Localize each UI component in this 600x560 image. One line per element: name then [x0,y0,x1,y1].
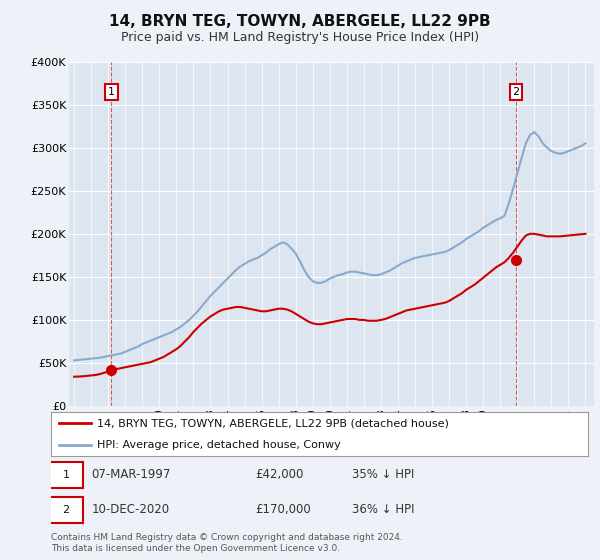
Text: 10-DEC-2020: 10-DEC-2020 [91,503,169,516]
Text: 14, BRYN TEG, TOWYN, ABERGELE, LL22 9PB (detached house): 14, BRYN TEG, TOWYN, ABERGELE, LL22 9PB … [97,418,449,428]
Text: 14, BRYN TEG, TOWYN, ABERGELE, LL22 9PB: 14, BRYN TEG, TOWYN, ABERGELE, LL22 9PB [109,14,491,29]
Text: Price paid vs. HM Land Registry's House Price Index (HPI): Price paid vs. HM Land Registry's House … [121,31,479,44]
Text: Contains HM Land Registry data © Crown copyright and database right 2024.
This d: Contains HM Land Registry data © Crown c… [51,533,403,553]
Text: 1: 1 [108,87,115,97]
Text: £170,000: £170,000 [255,503,311,516]
Text: 07-MAR-1997: 07-MAR-1997 [91,468,170,481]
Text: £42,000: £42,000 [255,468,304,481]
Text: 35% ↓ HPI: 35% ↓ HPI [352,468,414,481]
Text: 1: 1 [62,470,70,479]
Text: 36% ↓ HPI: 36% ↓ HPI [352,503,414,516]
Text: HPI: Average price, detached house, Conwy: HPI: Average price, detached house, Conw… [97,440,340,450]
Text: 2: 2 [512,87,520,97]
Text: 2: 2 [62,505,70,515]
FancyBboxPatch shape [49,461,83,488]
FancyBboxPatch shape [49,497,83,522]
